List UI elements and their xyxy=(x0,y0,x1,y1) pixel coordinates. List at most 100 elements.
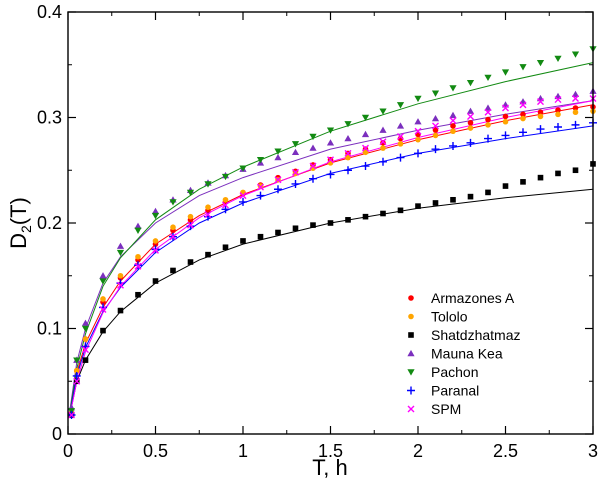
data-point-pachon xyxy=(169,199,177,206)
legend: Armazones A Tololo Shatdzhatmaz Mauna Kea Pa… xyxy=(407,290,521,417)
data-point-shatdzhatmaz xyxy=(292,225,299,232)
data-point-shatdzhatmaz xyxy=(257,233,264,240)
data-point-pachon xyxy=(344,121,352,128)
data-point-tololo xyxy=(502,118,509,125)
data-point-mauna-kea xyxy=(116,242,125,249)
x-tick-label: 1 xyxy=(238,441,248,461)
fit-curve-shatdzhatmaz xyxy=(69,188,594,416)
data-point-shatdzhatmaz xyxy=(502,183,509,189)
data-point-spm xyxy=(204,211,212,219)
data-point-shatdzhatmaz xyxy=(152,278,159,284)
data-point-spm xyxy=(68,411,75,419)
data-point-mauna-kea xyxy=(396,122,405,129)
data-point-tololo xyxy=(82,336,89,342)
data-point-paranal xyxy=(221,205,230,214)
data-point-pachon xyxy=(239,165,247,172)
data-point-shatdzhatmaz xyxy=(380,210,386,217)
legend-label-armazones-a: Armazones A xyxy=(431,290,515,306)
data-point-shatdzhatmaz xyxy=(555,170,561,177)
data-point-mauna-kea xyxy=(414,118,422,125)
data-point-tololo xyxy=(135,253,141,260)
legend-marker-spm xyxy=(407,405,415,413)
data-point-spm xyxy=(414,127,422,135)
data-point-paranal xyxy=(291,179,300,188)
y-axis-title-main: D xyxy=(6,233,31,249)
data-point-spm xyxy=(73,377,81,385)
data-point-tololo xyxy=(572,109,579,116)
data-point-paranal xyxy=(274,185,282,194)
data-point-mauna-kea xyxy=(466,107,475,114)
data-point-armazones-a xyxy=(555,107,561,113)
data-point-tololo xyxy=(73,367,80,374)
data-point-tololo xyxy=(537,113,544,120)
data-point-shatdzhatmaz xyxy=(187,259,194,265)
data-point-spm xyxy=(239,192,247,200)
data-point-paranal xyxy=(326,170,335,179)
y-axis-title-sub: 2 xyxy=(18,225,34,233)
data-point-pachon xyxy=(204,181,212,188)
legend-marker-armazones-a xyxy=(408,295,414,301)
fit-curve-mauna-kea xyxy=(69,100,594,411)
data-point-mauna-kea xyxy=(431,114,440,122)
data-point-tololo xyxy=(485,122,491,128)
y-tick-label: 0 xyxy=(52,424,62,444)
data-point-spm xyxy=(134,262,142,270)
data-point-tololo xyxy=(117,272,124,279)
data-point-shatdzhatmaz xyxy=(485,189,491,196)
data-point-spm xyxy=(344,149,352,157)
data-point-pachon xyxy=(414,95,422,103)
fit-curve-spm xyxy=(69,100,594,417)
data-point-pachon xyxy=(309,133,317,141)
data-point-armazones-a xyxy=(450,123,456,129)
data-point-spm xyxy=(292,168,299,176)
data-point-pachon xyxy=(221,173,230,181)
data-point-spm xyxy=(502,104,509,112)
data-point-pachon xyxy=(466,79,475,87)
data-point-paranal xyxy=(379,157,387,166)
data-point-shatdzhatmaz xyxy=(520,179,526,185)
data-point-mauna-kea xyxy=(501,101,510,108)
data-point-shatdzhatmaz xyxy=(537,174,544,181)
y-tick-label: 0.3 xyxy=(37,108,62,128)
data-point-paranal xyxy=(449,141,457,150)
data-point-pachon xyxy=(501,69,510,76)
data-points xyxy=(67,46,597,420)
x-tick-label: 3 xyxy=(588,441,598,461)
axis-tick-labels: 0 0.5 1 1.5 2 2.5 3 0 0.1 0.2 0.3 0.4 xyxy=(37,2,598,461)
data-point-pachon xyxy=(186,189,195,197)
data-point-spm xyxy=(519,101,527,109)
data-point-shatdzhatmaz xyxy=(222,244,229,251)
data-point-spm xyxy=(484,108,492,116)
data-point-armazones-a xyxy=(520,111,526,118)
data-point-shatdzhatmaz xyxy=(345,217,351,223)
data-point-tololo xyxy=(362,149,369,156)
data-point-paranal xyxy=(519,128,527,137)
data-point-spm xyxy=(432,122,439,130)
data-point-spm xyxy=(379,138,387,146)
data-point-pachon xyxy=(571,51,580,58)
data-point-armazones-a xyxy=(485,116,491,123)
data-point-shatdzhatmaz xyxy=(397,207,404,214)
data-point-pachon xyxy=(326,127,335,134)
data-point-tololo xyxy=(222,196,229,203)
legend-marker-pachon xyxy=(407,369,415,376)
data-point-pachon xyxy=(554,55,562,63)
data-point-paranal xyxy=(239,197,247,206)
data-point-armazones-a xyxy=(467,119,474,126)
data-point-shatdzhatmaz xyxy=(117,307,124,314)
data-point-spm xyxy=(257,183,264,191)
data-point-shatdzhatmaz xyxy=(100,327,106,334)
data-point-mauna-kea xyxy=(554,92,562,100)
data-point-mauna-kea xyxy=(291,148,300,156)
data-point-tololo xyxy=(205,204,211,210)
data-point-paranal xyxy=(571,120,580,129)
x-axis-title: T, h xyxy=(312,455,347,480)
data-point-mauna-kea xyxy=(151,207,160,215)
data-point-tololo xyxy=(520,115,526,122)
fit-curve-pachon xyxy=(69,62,594,413)
data-point-spm xyxy=(309,162,317,170)
data-point-tololo xyxy=(170,224,176,231)
data-point-armazones-a xyxy=(572,105,579,111)
data-point-pachon xyxy=(73,357,81,364)
